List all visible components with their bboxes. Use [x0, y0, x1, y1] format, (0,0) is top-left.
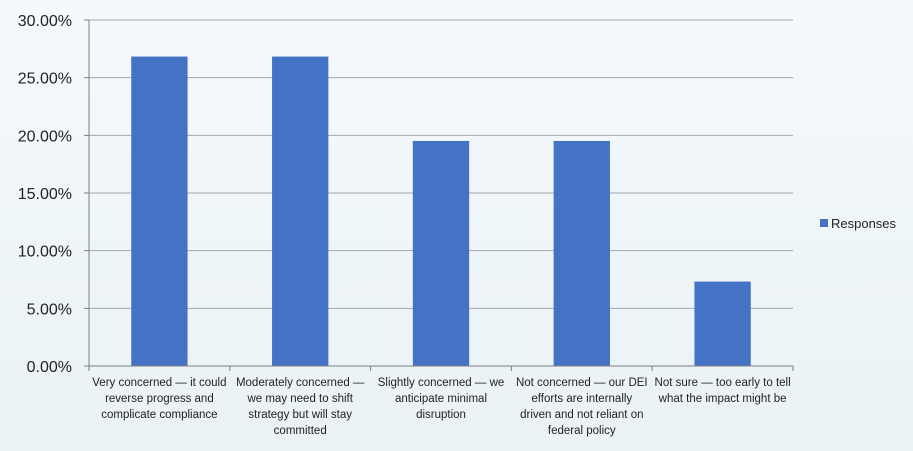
y-tick-label: 30.00% [18, 13, 72, 30]
bar [412, 140, 470, 366]
x-category-label: Not concerned — our DEI efforts are inter… [516, 377, 648, 437]
legend: Responses [820, 216, 897, 231]
legend-label: Responses [831, 216, 897, 231]
x-category-label: Very concerned — it could reverse progres… [92, 377, 226, 421]
bar [131, 56, 188, 366]
bar [694, 281, 751, 366]
bars [131, 56, 751, 366]
bar [272, 56, 329, 366]
y-tick-label: 25.00% [18, 71, 72, 88]
x-category-label: Moderately concerned — we may need to shi… [236, 377, 365, 437]
y-tick-label: 10.00% [18, 244, 72, 261]
y-tick-label: 15.00% [18, 186, 72, 203]
bar [553, 140, 610, 366]
y-axis: 0.00% 5.00% 10.00% 15.00% 20.00% 25.00% 30.00% [18, 13, 90, 376]
x-category-label: Slightly concerned — we anticipate minima… [378, 377, 505, 421]
x-category-label: Not sure — too early to tell what the imp… [655, 377, 791, 405]
y-tick-label: 0.00% [27, 359, 72, 376]
x-axis: Very concerned — it could reverse progres… [88, 365, 794, 437]
y-tick-label: 20.00% [18, 128, 72, 145]
legend-swatch [820, 219, 828, 227]
y-tick-label: 5.00% [27, 301, 72, 318]
